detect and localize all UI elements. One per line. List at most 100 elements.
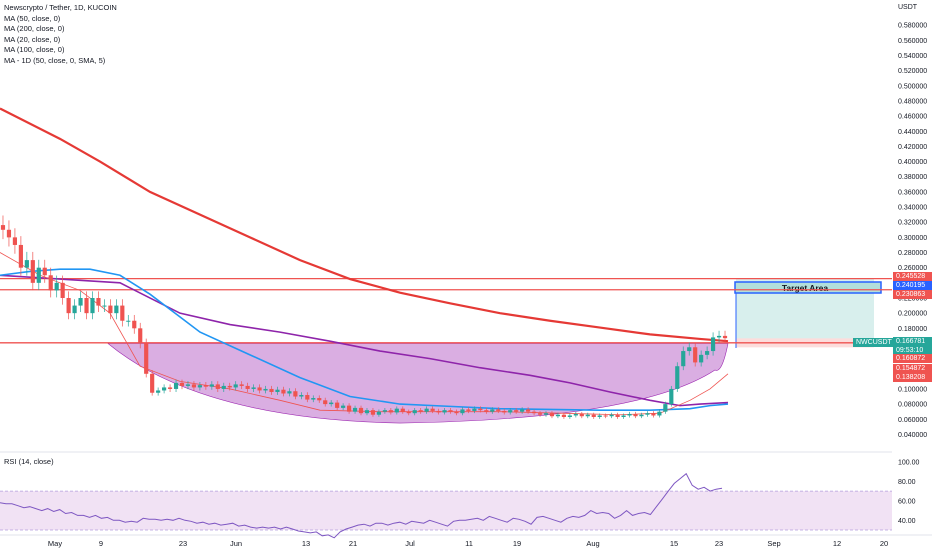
candle xyxy=(162,387,167,391)
time-tick-label: 23 xyxy=(179,539,187,548)
rsi-tick-label: 80.00 xyxy=(898,479,916,486)
candle xyxy=(663,404,668,412)
target-area-label: Target Area xyxy=(782,283,829,293)
price-axis-unit: USDT xyxy=(898,4,918,11)
price-tag: 0.230863 xyxy=(893,289,932,299)
candle xyxy=(699,354,704,363)
indicator-ma-1d[interactable]: MA - 1D (50, close, 0, SMA, 5) xyxy=(4,55,106,65)
price-tick-label: 0.180000 xyxy=(898,326,927,333)
candle xyxy=(54,282,59,291)
price-tick-label: 0.060000 xyxy=(898,417,927,424)
price-tick-label: 0.340000 xyxy=(898,205,927,212)
candle xyxy=(430,408,435,411)
candle xyxy=(12,237,18,245)
candle xyxy=(197,385,202,388)
candle xyxy=(448,410,453,412)
time-tick-label: 13 xyxy=(302,539,310,548)
candle xyxy=(233,384,238,388)
indicator-ma100[interactable]: MA (100, close, 0) xyxy=(4,45,65,54)
candle xyxy=(639,414,644,417)
price-tag: 0.245528 xyxy=(893,271,932,281)
candle xyxy=(621,415,626,417)
candle xyxy=(555,414,561,417)
time-tick-label: 20 xyxy=(880,539,888,548)
candle xyxy=(173,382,179,389)
candle xyxy=(675,366,680,389)
time-tick-label: 21 xyxy=(349,539,357,548)
candle xyxy=(370,410,376,415)
candle xyxy=(257,387,262,391)
target-box xyxy=(734,281,882,294)
candle xyxy=(24,260,29,268)
time-tick-label: 11 xyxy=(465,539,473,548)
candle xyxy=(382,410,387,412)
cup-pattern xyxy=(107,343,729,424)
candle xyxy=(502,410,507,413)
candle xyxy=(72,305,77,314)
price-tag: 0.240195 xyxy=(893,280,932,290)
candle xyxy=(191,384,197,388)
time-tick-label: Aug xyxy=(586,539,599,548)
price-tick-label: 0.200000 xyxy=(898,311,927,318)
candle xyxy=(627,413,632,416)
candle xyxy=(90,298,95,314)
candle xyxy=(615,414,620,417)
rsi-band xyxy=(0,491,892,530)
candle xyxy=(329,402,334,405)
candle xyxy=(156,390,161,393)
candle xyxy=(705,351,710,355)
symbol-tag: NWCUSDT xyxy=(853,338,893,347)
candle xyxy=(78,298,83,306)
candle xyxy=(287,391,292,394)
candle xyxy=(579,413,584,417)
candle xyxy=(681,351,686,367)
time-tick-label: Sep xyxy=(767,539,780,548)
time-tick-label: 15 xyxy=(670,539,678,548)
candle xyxy=(215,384,220,389)
candle xyxy=(120,305,125,321)
candle xyxy=(352,407,358,412)
candle xyxy=(460,409,465,414)
candle xyxy=(239,384,244,386)
candle xyxy=(6,229,12,238)
candle xyxy=(335,402,340,408)
candle xyxy=(394,408,399,413)
price-tag: 09:53:10 xyxy=(893,345,932,355)
candle xyxy=(478,408,483,411)
candle xyxy=(406,411,411,414)
indicator-ma50[interactable]: MA (50, close, 0) xyxy=(4,13,61,23)
candle xyxy=(603,415,608,417)
time-tick-label: Jun xyxy=(230,539,242,548)
price-tick-label: 0.080000 xyxy=(898,402,927,409)
candle xyxy=(221,385,226,389)
candle xyxy=(466,409,471,411)
time-tick-label: 23 xyxy=(715,539,723,548)
price-tick-label: 0.380000 xyxy=(898,174,927,181)
candle xyxy=(472,408,477,411)
candle xyxy=(30,260,35,283)
candle xyxy=(651,413,656,416)
candle xyxy=(585,414,590,417)
indicator-ma200[interactable]: MA (200, close, 0) xyxy=(4,24,65,33)
candle xyxy=(669,388,674,405)
candle xyxy=(508,410,513,413)
time-tick-label: 19 xyxy=(513,539,521,548)
ma200-line xyxy=(0,107,729,343)
candle xyxy=(144,343,149,374)
candle xyxy=(293,391,298,397)
rsi-legend[interactable]: RSI (14, close) xyxy=(4,457,54,466)
candle xyxy=(209,384,214,387)
candle xyxy=(412,410,417,414)
chart-title: Newscrypto / Tether, 1D, KUCOIN xyxy=(4,3,117,12)
price-tick-label: 0.220000 xyxy=(898,296,927,303)
price-tick-label: 0.040000 xyxy=(898,432,927,439)
ma50-line xyxy=(0,268,729,411)
candle xyxy=(227,385,232,388)
price-tag: 0.166781 xyxy=(893,336,932,346)
candle xyxy=(60,282,65,298)
indicator-ma20[interactable]: MA (20, close, 0) xyxy=(4,34,61,44)
candle xyxy=(526,409,531,412)
rsi-tick-label: 60.00 xyxy=(898,498,916,505)
